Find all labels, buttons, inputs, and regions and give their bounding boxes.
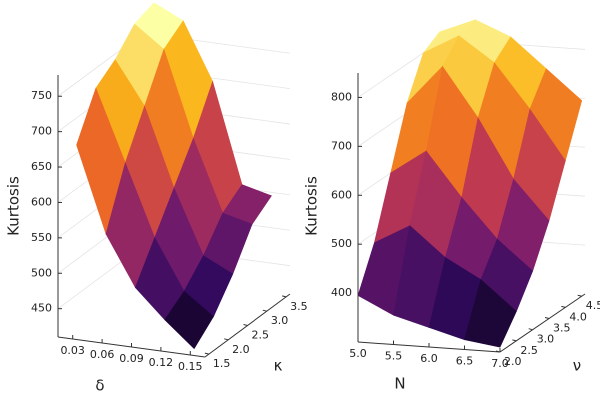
y-tick-label: 4.0 xyxy=(569,310,587,323)
y-tick-label: 3.5 xyxy=(290,300,308,313)
y-tick xyxy=(561,305,566,308)
y-axis-label: κ xyxy=(274,357,283,375)
z-tick-label: 500 xyxy=(31,266,52,279)
z-tick-label: 700 xyxy=(31,125,52,138)
y-tick xyxy=(577,294,582,297)
z-tick-label: 700 xyxy=(331,139,352,152)
y-axis xyxy=(499,293,586,353)
z-tick-label: 400 xyxy=(331,286,352,299)
x-tick-label: 0.06 xyxy=(90,348,115,361)
y-tick-label: 1.5 xyxy=(213,357,231,370)
y-tick xyxy=(224,338,229,341)
z-tick-label: 500 xyxy=(331,237,352,250)
y-tick-label: 3.0 xyxy=(537,333,555,346)
y-tick-label: 3.5 xyxy=(553,322,571,335)
z-axis-label: Kurtosis xyxy=(5,176,23,236)
z-tick-label: 600 xyxy=(331,188,352,201)
surface-patch xyxy=(464,279,517,348)
x-axis-label: δ xyxy=(95,377,104,395)
z-tick-label: 750 xyxy=(31,89,52,102)
y-tick xyxy=(495,350,501,353)
y-tick xyxy=(512,339,517,342)
z-tick-label: 800 xyxy=(331,90,352,103)
x-axis-label: N xyxy=(394,375,405,393)
x-tick-label: 6.0 xyxy=(420,352,438,365)
y-axis-label: ν xyxy=(573,357,581,375)
z-tick-label: 550 xyxy=(31,231,52,244)
x-tick-label: 5.5 xyxy=(385,350,403,363)
surface-patch xyxy=(164,290,214,350)
x-tick-label: 0.12 xyxy=(149,356,174,369)
z-axis-label: Kurtosis xyxy=(303,176,321,236)
y-tick-label: 2.0 xyxy=(504,355,522,368)
y-tick-label: 2.5 xyxy=(252,329,270,342)
y-tick xyxy=(528,328,533,331)
x-tick-label: 0.09 xyxy=(119,352,144,365)
y-tick-label: 2.5 xyxy=(520,344,538,357)
x-tick-label: 0.03 xyxy=(60,344,85,357)
x-tick-label: 5.0 xyxy=(349,347,367,360)
y-tick xyxy=(204,352,209,355)
z-tick-label: 600 xyxy=(31,195,52,208)
y-tick xyxy=(262,309,267,312)
y-tick-label: 2.0 xyxy=(232,343,250,356)
z-tick-label: 650 xyxy=(31,160,52,173)
y-tick xyxy=(544,317,550,320)
x-tick-label: 0.15 xyxy=(178,360,203,373)
y-tick xyxy=(243,324,248,326)
y-tick xyxy=(282,295,287,298)
y-tick-label: 3.0 xyxy=(271,314,289,327)
z-tick-label: 450 xyxy=(31,302,52,315)
x-tick-label: 7.0 xyxy=(491,357,509,370)
y-tick-label: 4.5 xyxy=(586,299,600,312)
x-tick-label: 6.5 xyxy=(456,355,474,368)
